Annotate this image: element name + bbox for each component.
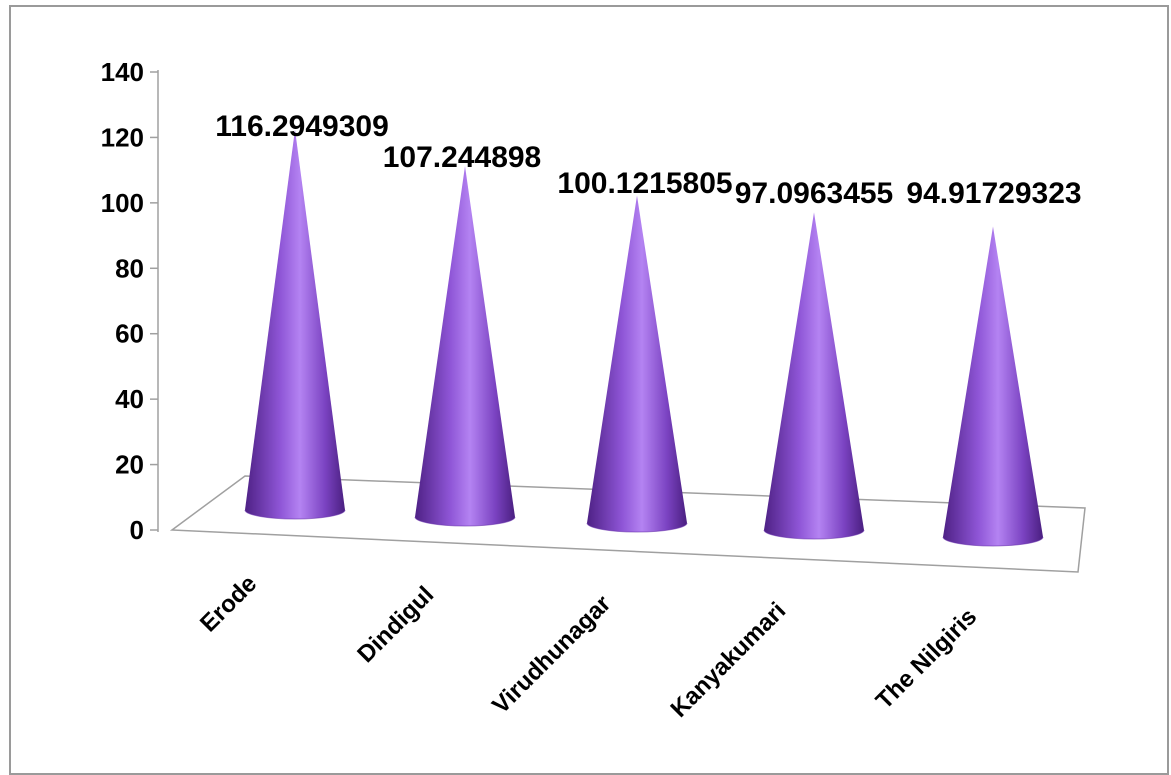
cone-base-rim	[586, 522, 688, 533]
x-category-label: Virudhunagar	[487, 590, 616, 719]
y-tick-label: 60	[115, 319, 144, 349]
y-tick-label: 100	[101, 188, 144, 218]
x-category-label: Erode	[195, 570, 262, 637]
cone-bar	[942, 226, 1044, 547]
y-axis-ticks: 0 20 40 60 80 100 120 140	[101, 57, 158, 545]
cone-base-rim	[414, 516, 516, 527]
cone-bar	[244, 129, 346, 520]
floor-plane	[169, 475, 1086, 573]
data-label: 97.0963455	[735, 177, 894, 210]
y-tick-label: 140	[101, 57, 144, 87]
x-category-label: Kanyakumari	[666, 597, 792, 723]
x-category-label: Dindigul	[352, 581, 439, 668]
data-label: 94.91729323	[906, 177, 1081, 210]
y-tick-label: 0	[130, 515, 144, 545]
y-tick-label: 20	[115, 450, 144, 480]
cone-series	[244, 129, 1044, 547]
data-label: 116.2949309	[215, 110, 389, 143]
data-label: 100.1215805	[557, 167, 732, 200]
cone-body	[415, 166, 515, 526]
x-category-label: The Nilgiris	[871, 603, 983, 715]
cone-bar	[414, 166, 516, 527]
data-label: 107.244898	[383, 141, 542, 174]
cone-base-rim	[942, 536, 1044, 547]
cone-body	[245, 129, 345, 519]
y-tick-label: 80	[115, 253, 144, 283]
cone-body	[587, 195, 687, 532]
cone-base-rim	[244, 509, 346, 520]
cone-body	[764, 212, 864, 539]
x-axis-categories: Erode Dindigul Virudhunagar Kanyakumari The …	[195, 570, 982, 723]
cone-base-rim	[763, 529, 865, 540]
y-tick-label: 40	[115, 384, 144, 414]
y-tick-label: 120	[101, 122, 144, 152]
chart-axes	[157, 70, 1086, 573]
cone-body	[943, 226, 1043, 546]
cone-bar	[763, 212, 865, 540]
cone-bar	[586, 195, 688, 533]
